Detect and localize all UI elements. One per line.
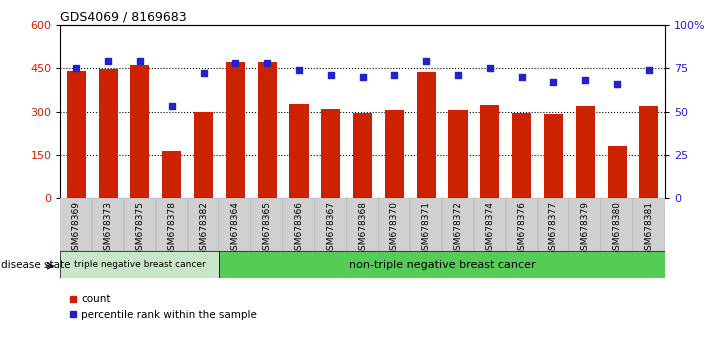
Text: GSM678367: GSM678367	[326, 201, 336, 256]
Text: GSM678378: GSM678378	[167, 201, 176, 256]
Text: GSM678371: GSM678371	[422, 201, 431, 256]
Bar	[570, 198, 602, 251]
Point	[579, 78, 591, 83]
Bar	[251, 198, 283, 251]
Bar	[378, 198, 410, 251]
Bar	[474, 198, 506, 251]
Bar	[385, 110, 404, 198]
Bar	[353, 113, 372, 198]
Text: GSM678381: GSM678381	[644, 201, 653, 256]
Text: GSM678376: GSM678376	[517, 201, 526, 256]
Bar	[544, 114, 563, 198]
Bar	[639, 106, 658, 198]
Bar	[92, 198, 124, 251]
Bar	[449, 110, 468, 198]
Bar	[194, 112, 213, 198]
Text: GSM678368: GSM678368	[358, 201, 367, 256]
Bar	[130, 65, 149, 198]
Bar	[289, 104, 309, 198]
Bar	[220, 251, 665, 278]
Bar	[124, 198, 156, 251]
Bar	[417, 73, 436, 198]
Bar	[156, 198, 188, 251]
Point	[134, 58, 146, 64]
Text: GSM678380: GSM678380	[613, 201, 621, 256]
Bar	[410, 198, 442, 251]
Text: GSM678365: GSM678365	[262, 201, 272, 256]
Bar	[67, 71, 86, 198]
Text: GSM678369: GSM678369	[72, 201, 81, 256]
Bar	[607, 146, 626, 198]
Point	[547, 79, 559, 85]
Point	[70, 65, 82, 71]
Point	[166, 103, 178, 109]
Bar	[481, 105, 499, 198]
Text: GSM678373: GSM678373	[104, 201, 112, 256]
Text: GSM678377: GSM678377	[549, 201, 558, 256]
Point	[516, 74, 528, 80]
Bar	[220, 198, 251, 251]
Bar	[633, 198, 665, 251]
Point	[611, 81, 623, 87]
Point	[484, 65, 496, 71]
Bar	[60, 198, 92, 251]
Text: GDS4069 / 8169683: GDS4069 / 8169683	[60, 11, 187, 24]
Text: GSM678374: GSM678374	[486, 201, 494, 256]
Bar	[347, 198, 378, 251]
Text: GSM678372: GSM678372	[454, 201, 463, 256]
Point	[357, 74, 368, 80]
Bar	[162, 150, 181, 198]
Point	[389, 72, 400, 78]
Text: GSM678364: GSM678364	[231, 201, 240, 256]
Point	[230, 60, 241, 66]
Bar	[60, 251, 220, 278]
Text: GSM678379: GSM678379	[581, 201, 589, 256]
Bar	[188, 198, 220, 251]
Text: GSM678382: GSM678382	[199, 201, 208, 256]
Bar	[226, 62, 245, 198]
Bar	[512, 113, 531, 198]
Bar	[602, 198, 633, 251]
Bar	[283, 198, 315, 251]
Text: triple negative breast cancer: triple negative breast cancer	[74, 260, 205, 269]
Point	[294, 67, 305, 73]
Point	[643, 67, 655, 73]
Point	[102, 58, 114, 64]
Bar	[576, 106, 595, 198]
Point	[198, 70, 209, 76]
Bar	[442, 198, 474, 251]
Point	[325, 72, 336, 78]
Bar	[321, 109, 341, 198]
Text: GSM678370: GSM678370	[390, 201, 399, 256]
Text: GSM678375: GSM678375	[136, 201, 144, 256]
Legend: count, percentile rank within the sample: count, percentile rank within the sample	[65, 290, 262, 324]
Bar	[506, 198, 538, 251]
Point	[452, 72, 464, 78]
Bar	[315, 198, 347, 251]
Point	[420, 58, 432, 64]
Point	[262, 60, 273, 66]
Bar	[538, 198, 570, 251]
Text: non-triple negative breast cancer: non-triple negative breast cancer	[349, 259, 535, 270]
Text: GSM678366: GSM678366	[294, 201, 304, 256]
Bar	[257, 62, 277, 198]
Bar	[99, 69, 118, 198]
Text: disease state: disease state	[1, 259, 70, 270]
